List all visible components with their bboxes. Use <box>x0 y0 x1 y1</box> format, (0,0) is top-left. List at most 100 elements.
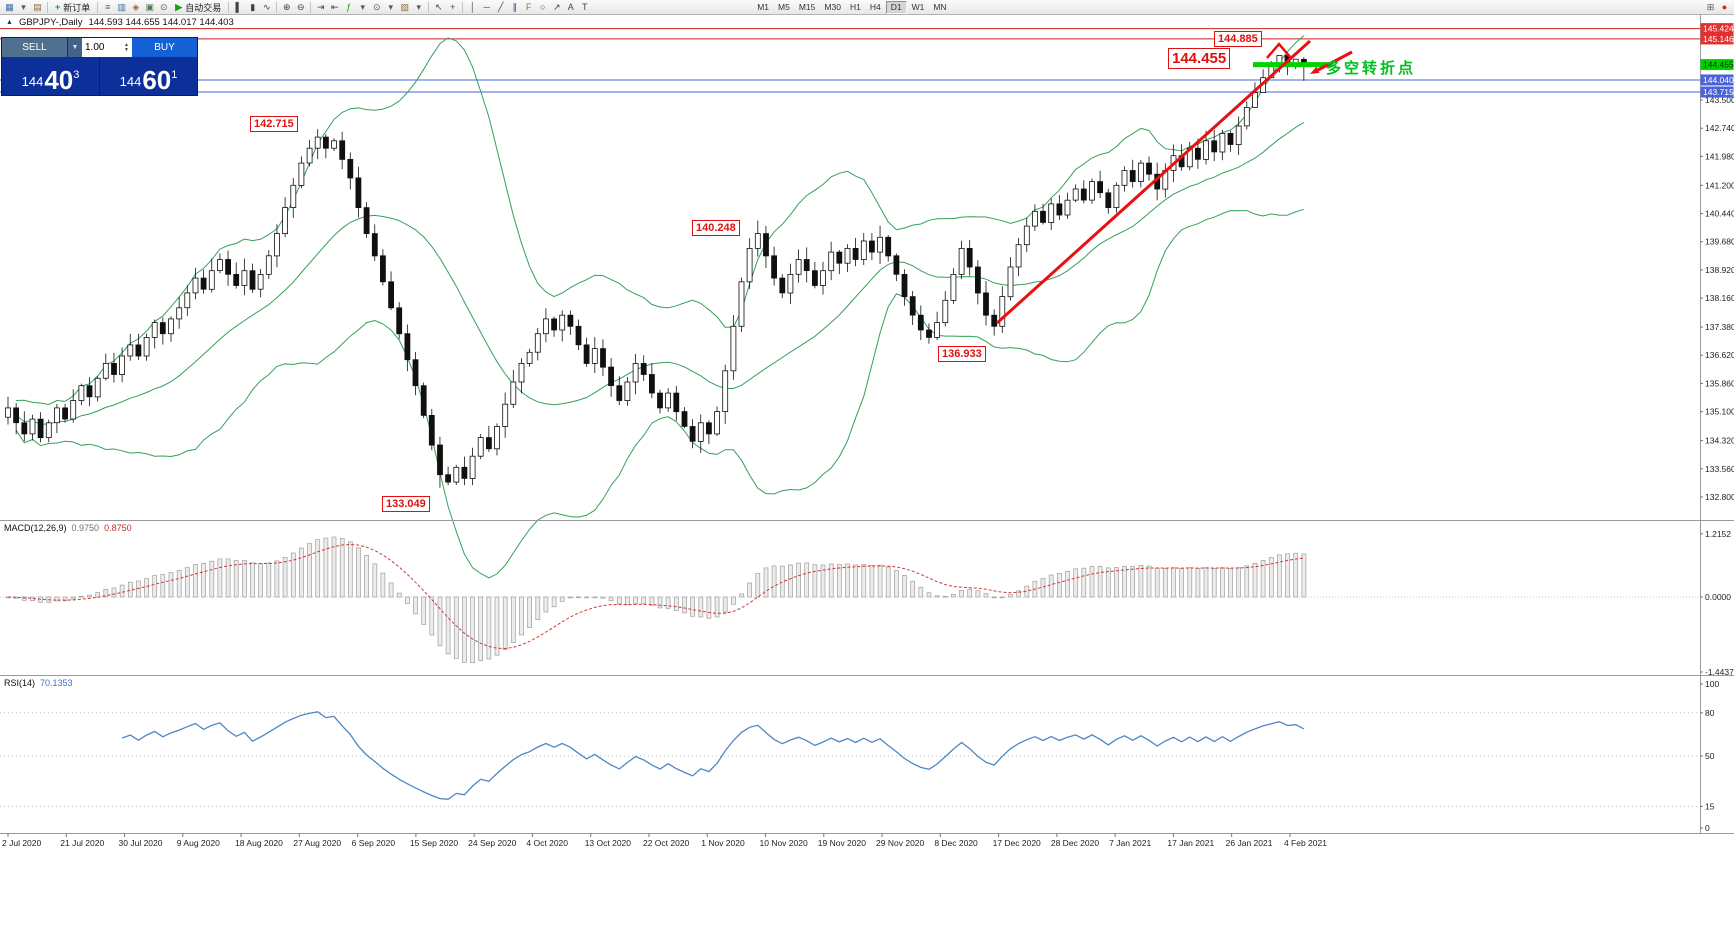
candle-body <box>347 158 354 179</box>
volume-stepper[interactable]: ▲ ▼ <box>124 41 129 53</box>
crosshair-icon[interactable]: + <box>450 2 456 12</box>
trendline-icon[interactable]: ╱ <box>498 2 504 12</box>
bar-chart-type-icon[interactable]: ▌ <box>235 2 242 12</box>
vertical-line-icon[interactable]: │ <box>469 2 476 12</box>
candle-body <box>13 407 20 424</box>
candle-body <box>1121 170 1128 186</box>
timeframe-button-d1[interactable]: D1 <box>885 0 907 14</box>
candle-body <box>78 385 85 401</box>
templates-icon[interactable]: ▧ <box>400 2 409 12</box>
navigator-icon[interactable]: ◈ <box>132 2 140 12</box>
date-label: 19 Nov 2020 <box>818 838 866 848</box>
macd-bar <box>1277 554 1282 598</box>
new-chart-icon[interactable]: ▦ <box>5 2 14 12</box>
terminal-icon[interactable]: ▣ <box>145 2 155 12</box>
turning-point-note[interactable]: 多空转折点 <box>1326 60 1417 77</box>
macd-bar <box>682 596 687 614</box>
price-axis[interactable]: 143.500 142.740 141.980 141.200 140.440 139.6… <box>1700 23 1734 502</box>
market-watch-icon[interactable]: ≡ <box>105 2 111 12</box>
sell-price[interactable]: 144 40 3 <box>2 57 100 95</box>
chart-tick-icon: ▲ <box>6 19 13 26</box>
buy-price[interactable]: 144 60 1 <box>119 65 178 95</box>
order-type-caret-icon[interactable]: ▼ <box>68 38 82 57</box>
new-order-button[interactable]: + 新订单 <box>51 1 94 14</box>
strategy-tester-icon[interactable]: ⊙ <box>160 2 168 12</box>
timeframe-button-mn[interactable]: MN <box>933 1 947 12</box>
indicators-icon[interactable]: ƒ <box>346 2 352 12</box>
candle-body <box>975 266 981 294</box>
trendline <box>995 39 1312 325</box>
macd-bar <box>1138 565 1144 598</box>
notification-badge[interactable]: ● <box>1721 2 1728 12</box>
macd-bar <box>209 560 215 598</box>
timeframe-button-m15[interactable]: M15 <box>798 1 816 12</box>
svg-text:135.100: 135.100 <box>1705 407 1734 417</box>
macd-bar <box>413 596 418 615</box>
channel-icon[interactable]: ∥ <box>512 2 517 12</box>
zoom-in-icon[interactable]: ⊕ <box>282 2 291 12</box>
candle-body <box>273 233 280 257</box>
indicators-caret[interactable]: ▾ <box>360 2 365 12</box>
candle-body <box>681 411 688 427</box>
text-label-icon[interactable]: T <box>581 2 588 12</box>
macd-bar <box>999 596 1005 599</box>
svg-text:140.440: 140.440 <box>1705 209 1734 219</box>
price-marker <box>1700 59 1734 71</box>
timeframe-button-h1[interactable]: H1 <box>849 1 861 12</box>
price-text-label[interactable]: 136.933 <box>938 346 986 362</box>
candle-body <box>1072 188 1079 201</box>
rsi-axis[interactable]: 100 80 50 15 0 <box>1700 679 1719 833</box>
horizontal-level-lines[interactable] <box>0 28 1700 93</box>
price-text-label[interactable]: 140.248 <box>692 220 740 236</box>
candle-body <box>225 259 232 275</box>
candle-body <box>632 362 639 383</box>
periods-caret[interactable]: ▾ <box>388 2 393 12</box>
macd-bar <box>991 596 997 599</box>
drawn-objects[interactable] <box>995 39 1353 325</box>
macd-bar <box>152 575 158 598</box>
macd-bar <box>1293 552 1299 598</box>
chart-list-caret[interactable]: ▾ <box>21 2 26 12</box>
price-text-label[interactable]: 142.715 <box>250 116 298 132</box>
periods-icon[interactable]: ⊙ <box>372 2 381 12</box>
buy-button[interactable]: BUY <box>132 38 197 57</box>
data-window-icon[interactable]: ▥ <box>117 2 127 12</box>
volume-input[interactable]: 1.00 ▲ ▼ <box>82 38 132 57</box>
autotrading-button[interactable]: ▶ 自动交易 <box>171 1 225 14</box>
candle-body <box>1048 203 1055 223</box>
chart-shift-icon[interactable]: ⇤ <box>330 2 339 12</box>
line-chart-type-icon[interactable]: ∿ <box>262 2 271 12</box>
macd-bar <box>437 596 443 646</box>
profiles-icon[interactable]: ▤ <box>33 2 42 12</box>
macd-bar <box>307 543 312 598</box>
candle-body <box>1032 210 1038 227</box>
macd-bar <box>1130 566 1136 598</box>
timeframe-button-w1[interactable]: W1 <box>911 1 925 12</box>
date-label: 30 Jul 2020 <box>119 838 163 848</box>
text-icon[interactable]: A <box>567 2 574 12</box>
macd-axis[interactable]: 1.2152 0.0000 -1.4437 <box>1700 529 1734 677</box>
sell-button[interactable]: SELL <box>2 38 68 57</box>
time-axis[interactable]: 2 Jul 2020 21 Jul 2020 30 Jul 2020 9 Aug 20… <box>2 833 1327 849</box>
window-arrange-icon[interactable]: ⊞ <box>1706 2 1715 12</box>
zoom-out-icon[interactable]: ⊖ <box>296 2 305 12</box>
price-text-label[interactable]: 144.455 <box>1168 48 1231 69</box>
auto-scroll-icon[interactable]: ⇥ <box>316 2 325 12</box>
shapes-icon[interactable]: ○ <box>540 2 546 12</box>
timeframe-button-h4[interactable]: H4 <box>869 1 881 12</box>
macd-bar <box>616 596 622 605</box>
candle-body <box>1015 244 1022 268</box>
timeframe-button-m30[interactable]: M30 <box>824 1 841 12</box>
timeframe-button-m1[interactable]: M1 <box>757 1 770 12</box>
fibonacci-icon[interactable]: F <box>525 2 532 12</box>
macd-bar <box>144 578 149 598</box>
price-text-label[interactable]: 144.885 <box>1214 31 1262 47</box>
arrows-icon[interactable]: ↗ <box>552 2 561 12</box>
timeframe-button-m5[interactable]: M5 <box>778 1 790 12</box>
cursor-icon[interactable]: ↖ <box>434 2 443 12</box>
candlestick-type-icon[interactable]: ▮ <box>250 2 256 12</box>
horizontal-line-icon[interactable]: ─ <box>483 2 490 12</box>
price-text-label[interactable]: 133.049 <box>382 496 430 512</box>
templates-caret[interactable]: ▾ <box>416 2 421 12</box>
